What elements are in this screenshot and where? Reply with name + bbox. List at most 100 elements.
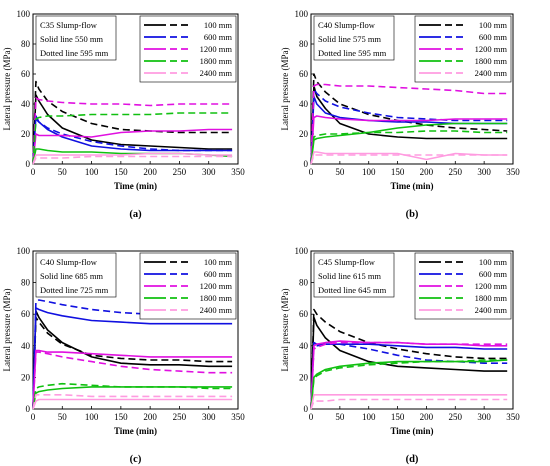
plot-frame bbox=[32, 13, 239, 165]
chart-panel-1: 0 50 100 150 200 250 300 350 0 20 40 60 80 100 Time (m… bbox=[2, 9, 245, 220]
x-tick-label: 50 bbox=[335, 412, 345, 422]
x-tick-label: 350 bbox=[231, 167, 245, 177]
legend-label: 1800 mm bbox=[200, 56, 233, 66]
y-tick-label: 20 bbox=[299, 129, 309, 139]
y-tick-label: 20 bbox=[21, 372, 31, 382]
panel-label: (c) bbox=[130, 454, 142, 465]
y-tick-label: 100 bbox=[17, 246, 31, 256]
y-tick-label: 0 bbox=[26, 404, 31, 414]
series-line-2400-mm-dashed bbox=[32, 393, 233, 410]
series-line-2400-mm-solid bbox=[32, 398, 233, 410]
series-line-1200-mm-dashed bbox=[32, 351, 233, 410]
x-axis-label: Time (min) bbox=[390, 426, 433, 436]
x-tick-label: 300 bbox=[202, 412, 216, 422]
y-tick-label: 80 bbox=[21, 278, 31, 288]
x-tick-label: 200 bbox=[143, 412, 157, 422]
x-tick-label: 100 bbox=[362, 167, 376, 177]
series-line-1800-mm-solid bbox=[310, 122, 508, 165]
legend-label: 1200 mm bbox=[475, 281, 508, 291]
series-line-100-mm-dashed bbox=[32, 316, 233, 410]
legend-label: 100 mm bbox=[479, 257, 507, 267]
y-tick-label: 60 bbox=[21, 69, 31, 79]
series-line-1200-mm-dashed bbox=[310, 341, 508, 410]
x-tick-label: 350 bbox=[231, 412, 245, 422]
x-tick-label: 150 bbox=[114, 412, 128, 422]
x-tick-label: 50 bbox=[58, 412, 68, 422]
series-line-100-mm-dashed bbox=[310, 308, 508, 410]
panel-label: (d) bbox=[406, 454, 419, 465]
info-box bbox=[35, 252, 117, 298]
legend-label: 1200 mm bbox=[200, 281, 233, 291]
series-line-100-mm-solid bbox=[310, 85, 508, 165]
series-line-1800-mm-dashed bbox=[32, 112, 233, 165]
x-tick-label: 250 bbox=[173, 412, 187, 422]
legend-label: 600 mm bbox=[479, 269, 507, 279]
series-line-1800-mm-solid bbox=[32, 386, 233, 410]
y-tick-label: 80 bbox=[299, 278, 309, 288]
x-tick-label: 250 bbox=[449, 167, 463, 177]
x-tick-label: 100 bbox=[85, 412, 99, 422]
y-tick-label: 60 bbox=[299, 309, 309, 319]
x-tick-label: 50 bbox=[58, 167, 68, 177]
x-tick-label: 250 bbox=[173, 167, 187, 177]
y-axis-label: Lateral pressure (MPa) bbox=[2, 48, 12, 131]
legend-label: 600 mm bbox=[204, 269, 232, 279]
series-line-2400-mm-solid bbox=[310, 151, 508, 165]
y-tick-label: 0 bbox=[304, 404, 309, 414]
y-tick-label: 60 bbox=[299, 69, 309, 79]
info-box bbox=[35, 15, 117, 61]
legend-label: 1800 mm bbox=[475, 293, 508, 303]
x-axis-label: Time (min) bbox=[114, 181, 157, 191]
series-line-1800-mm-dashed bbox=[310, 359, 508, 410]
x-tick-label: 350 bbox=[506, 412, 520, 422]
x-tick-label: 0 bbox=[31, 167, 36, 177]
info-box-line: Dotted line 595 mm bbox=[40, 48, 109, 58]
legend-label: 2400 mm bbox=[475, 305, 508, 315]
x-axis-label: Time (min) bbox=[114, 426, 157, 436]
series-line-2400-mm-solid bbox=[32, 152, 233, 165]
x-tick-label: 200 bbox=[420, 167, 434, 177]
series-line-600-mm-solid bbox=[32, 307, 233, 410]
x-tick-label: 50 bbox=[335, 167, 345, 177]
legend-label: 600 mm bbox=[479, 32, 507, 42]
x-tick-label: 150 bbox=[391, 167, 405, 177]
x-tick-label: 0 bbox=[309, 412, 314, 422]
legend-label: 1800 mm bbox=[200, 293, 233, 303]
series-line-100-mm-dashed bbox=[32, 80, 233, 165]
series-line-100-mm-dashed bbox=[310, 73, 508, 165]
y-tick-label: 40 bbox=[21, 99, 31, 109]
x-tick-label: 150 bbox=[391, 412, 405, 422]
legend-label: 100 mm bbox=[204, 257, 232, 267]
x-tick-label: 200 bbox=[143, 167, 157, 177]
info-box-line: Solid line 550 mm bbox=[40, 34, 103, 44]
info-box-line: Solid line 615 mm bbox=[318, 271, 381, 281]
series-line-600-mm-dashed bbox=[310, 88, 508, 165]
x-tick-label: 300 bbox=[202, 167, 216, 177]
panel-label: (b) bbox=[406, 209, 419, 220]
y-tick-label: 100 bbox=[295, 9, 309, 19]
series-line-1200-mm-solid bbox=[32, 128, 233, 165]
series-line-1200-mm-solid bbox=[310, 115, 508, 165]
y-tick-label: 100 bbox=[17, 9, 31, 19]
series-line-2400-mm-solid bbox=[310, 393, 508, 410]
plot-frame bbox=[310, 13, 514, 165]
y-tick-label: 100 bbox=[295, 246, 309, 256]
info-box-line: C45 Slump-flow bbox=[318, 257, 376, 267]
x-tick-label: 0 bbox=[31, 412, 36, 422]
y-axis-label: Lateral pressure (MPa) bbox=[280, 48, 290, 131]
chart-panel-4: 0 50 100 150 200 250 300 350 0 20 40 60 80 100 Time (m… bbox=[280, 246, 520, 465]
y-tick-label: 80 bbox=[21, 39, 31, 49]
y-tick-label: 20 bbox=[21, 129, 31, 139]
info-box-line: Dotted line 595 mm bbox=[318, 48, 387, 58]
y-axis-label: Lateral pressure (MPa) bbox=[2, 289, 12, 372]
series-line-1200-mm-dashed bbox=[32, 97, 233, 165]
y-axis-label: Lateral pressure (MPa) bbox=[280, 289, 290, 372]
legend-label: 600 mm bbox=[204, 32, 232, 42]
x-tick-label: 100 bbox=[85, 167, 99, 177]
legend-label: 100 mm bbox=[204, 20, 232, 30]
y-tick-label: 0 bbox=[26, 159, 31, 169]
series-line-2400-mm-dashed bbox=[32, 155, 233, 165]
chart-panel-2: 0 50 100 150 200 250 300 350 0 20 40 60 80 100 Time (m… bbox=[280, 9, 520, 220]
legend-label: 1200 mm bbox=[200, 44, 233, 54]
series-line-600-mm-dashed bbox=[32, 118, 233, 165]
